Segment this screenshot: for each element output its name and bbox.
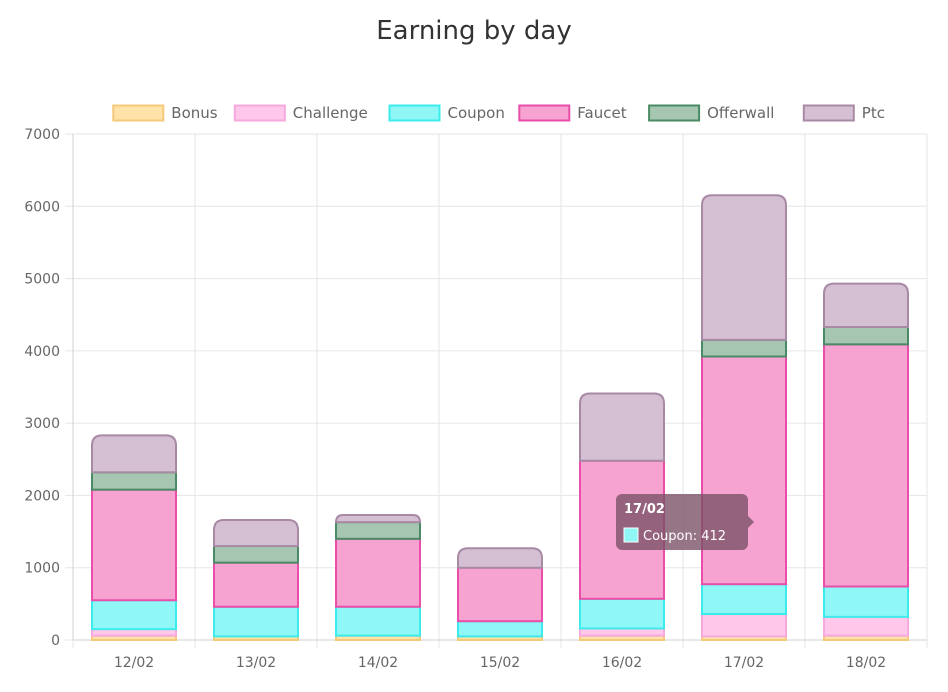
x-tick-label: 16/02 (602, 655, 642, 671)
x-tick-label: 14/02 (358, 655, 398, 671)
legend-swatch-bonus[interactable] (112, 104, 165, 122)
y-tick-label: 7000 (24, 127, 60, 143)
x-tick-label: 18/02 (846, 655, 886, 671)
bar-segment-challenge-17-02[interactable] (701, 612, 787, 638)
tooltip-label: Coupon: 412 (643, 529, 726, 544)
bar-segment-ptc-13-02[interactable] (213, 519, 299, 548)
bar-segment-coupon-18-02[interactable] (823, 585, 909, 618)
x-tick-label: 13/02 (236, 655, 276, 671)
bar-segment-faucet-12-02[interactable] (91, 488, 177, 602)
x-tick-label: 17/02 (724, 655, 764, 671)
legend-label-challenge: Challenge (293, 104, 368, 122)
bar-segment-ptc-17-02[interactable] (701, 194, 787, 341)
y-tick-label: 3000 (24, 416, 60, 432)
chart-title: Earning by day (376, 16, 572, 46)
bar-segment-offerwall-17-02[interactable] (701, 338, 787, 358)
bar-segment-ptc-18-02[interactable] (823, 282, 909, 329)
legend-label-coupon: Coupon (448, 104, 505, 122)
legend-swatch-coupon[interactable] (388, 104, 441, 122)
legend-swatch-ptc[interactable] (802, 104, 855, 122)
bar-segment-ptc-14-02[interactable] (334, 513, 422, 524)
bar-segment-coupon-15-02[interactable] (457, 620, 543, 638)
bar-segment-offerwall-18-02[interactable] (823, 326, 909, 346)
bar-segment-coupon-14-02[interactable] (335, 605, 421, 637)
bar-segment-ptc-15-02[interactable] (457, 547, 543, 569)
bar-segment-faucet-15-02[interactable] (457, 566, 543, 623)
bar-segment-faucet-17-02[interactable] (701, 355, 787, 586)
legend-label-bonus: Bonus (171, 104, 217, 122)
x-tick-label: 12/02 (114, 655, 154, 671)
y-tick-label: 2000 (24, 488, 60, 504)
legend-label-faucet: Faucet (577, 104, 626, 122)
bar-segment-ptc-12-02[interactable] (91, 434, 177, 474)
bar-segment-coupon-16-02[interactable] (579, 597, 665, 630)
legend-swatch-faucet[interactable] (518, 104, 571, 122)
legend-label-offerwall: Offerwall (707, 104, 774, 122)
bar-segment-faucet-18-02[interactable] (823, 343, 909, 588)
x-tick-label: 15/02 (480, 655, 520, 671)
bar-segment-offerwall-13-02[interactable] (213, 545, 299, 564)
tooltip-box (616, 494, 748, 550)
tooltip-title: 17/02 (624, 502, 665, 517)
legend-swatch-offerwall[interactable] (648, 104, 701, 122)
bar-segment-offerwall-14-02[interactable] (335, 521, 421, 540)
bar-segment-faucet-14-02[interactable] (335, 537, 421, 608)
y-tick-label: 5000 (24, 272, 60, 288)
y-tick-label: 4000 (24, 344, 60, 360)
bar-segment-ptc-16-02[interactable] (579, 392, 665, 462)
y-tick-label: 0 (51, 633, 60, 649)
legend-swatch-challenge[interactable] (233, 104, 286, 122)
bar-segment-challenge-18-02[interactable] (823, 615, 909, 637)
bar-segment-challenge-16-02[interactable] (579, 627, 665, 637)
tooltip-caret (748, 516, 754, 528)
y-tick-label: 1000 (24, 561, 60, 577)
bar-segment-coupon-12-02[interactable] (91, 599, 177, 631)
bar-segment-coupon-17-02[interactable] (701, 583, 787, 615)
legend-label-ptc: Ptc (862, 104, 885, 122)
tooltip-swatch (623, 527, 639, 543)
y-tick-label: 6000 (24, 199, 60, 215)
bar-segment-offerwall-12-02[interactable] (91, 471, 177, 491)
bar-segment-coupon-13-02[interactable] (213, 605, 299, 638)
bar-segment-faucet-13-02[interactable] (213, 561, 299, 608)
